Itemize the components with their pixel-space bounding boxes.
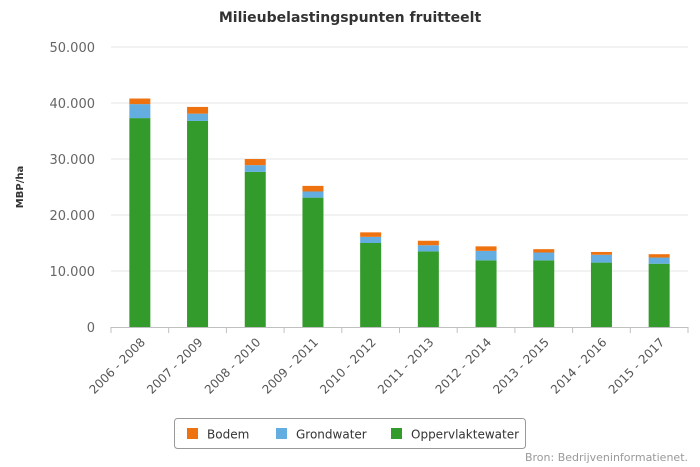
- legend-swatch: [391, 428, 402, 439]
- legend-label: Grondwater: [296, 428, 367, 442]
- bar-bodem[interactable]: [590, 251, 612, 255]
- bar-stack[interactable]: [590, 251, 612, 327]
- bar-bodem[interactable]: [417, 240, 439, 246]
- y-tick-label: 0: [87, 321, 95, 336]
- plot-area: [129, 98, 670, 328]
- y-tick-label: 20.000: [50, 209, 96, 224]
- x-tick-label: 2011 - 2013: [375, 335, 437, 397]
- legend-item-oppervlaktewater[interactable]: Oppervlaktewater: [391, 428, 519, 442]
- bar-bodem[interactable]: [475, 246, 497, 251]
- bar-oppervlaktewater[interactable]: [187, 120, 209, 327]
- bar-bodem[interactable]: [244, 159, 266, 166]
- bar-grondwater[interactable]: [360, 236, 382, 243]
- bar-stack[interactable]: [129, 98, 151, 328]
- bar-stack[interactable]: [302, 185, 324, 327]
- bar-stack[interactable]: [417, 240, 439, 327]
- legend-label: Oppervlaktewater: [411, 428, 519, 442]
- bar-stack[interactable]: [244, 159, 266, 327]
- bar-oppervlaktewater[interactable]: [590, 262, 612, 327]
- bar-bodem[interactable]: [360, 232, 382, 237]
- bar-oppervlaktewater[interactable]: [244, 171, 266, 327]
- bar-bodem[interactable]: [187, 106, 209, 114]
- y-tick-label: 10.000: [50, 265, 96, 280]
- bar-stack[interactable]: [187, 106, 209, 327]
- bar-oppervlaktewater[interactable]: [475, 260, 497, 327]
- y-axis-label: MBP/ha: [15, 166, 26, 208]
- x-tick-label: 2009 - 2011: [260, 335, 322, 397]
- chart-title: Milieubelastingspunten fruitteelt: [219, 10, 482, 26]
- bar-grondwater[interactable]: [302, 191, 324, 198]
- bar-grondwater[interactable]: [648, 257, 670, 264]
- bar-bodem[interactable]: [648, 254, 670, 258]
- y-axis: 0 10.000 20.000 30.000 40.000 50.000: [50, 41, 96, 336]
- bar-grondwater[interactable]: [187, 113, 209, 121]
- bar-grondwater[interactable]: [417, 245, 439, 252]
- legend-swatch: [187, 428, 198, 439]
- x-tick-label: 2013 - 2015: [490, 335, 552, 397]
- y-tick-label: 50.000: [50, 41, 96, 56]
- legend-label: Bodem: [207, 428, 249, 442]
- legend-swatch: [276, 428, 287, 439]
- x-tick-label: 2008 - 2010: [202, 335, 264, 397]
- bar-stack[interactable]: [648, 254, 670, 327]
- bar-oppervlaktewater[interactable]: [648, 263, 670, 327]
- legend-box: [174, 418, 526, 449]
- bar-bodem[interactable]: [533, 249, 555, 253]
- bar-stack[interactable]: [475, 246, 497, 327]
- bar-grondwater[interactable]: [129, 104, 151, 119]
- bar-stack[interactable]: [360, 232, 382, 327]
- source-note: Bron: Bedrijveninformatienet.: [525, 451, 688, 464]
- x-tick-label: 2006 - 2008: [86, 335, 148, 397]
- x-tick-label: 2015 - 2017: [606, 335, 668, 397]
- bar-grondwater[interactable]: [244, 165, 266, 172]
- legend[interactable]: Bodem Grondwater Oppervlaktewater: [174, 418, 526, 449]
- y-tick-label: 40.000: [50, 97, 96, 112]
- bar-oppervlaktewater[interactable]: [129, 118, 151, 328]
- bar-oppervlaktewater[interactable]: [417, 251, 439, 327]
- bar-grondwater[interactable]: [590, 254, 612, 263]
- x-tick-label: 2010 - 2012: [317, 335, 379, 397]
- legend-item-bodem[interactable]: Bodem: [187, 428, 249, 442]
- bar-grondwater[interactable]: [475, 250, 497, 261]
- y-tick-label: 30.000: [50, 153, 96, 168]
- x-tick-label: 2007 - 2009: [144, 335, 206, 397]
- bar-oppervlaktewater[interactable]: [360, 243, 382, 327]
- bar-bodem[interactable]: [302, 185, 324, 192]
- bar-oppervlaktewater[interactable]: [302, 197, 324, 327]
- x-tick-label: 2014 - 2016: [548, 335, 610, 397]
- bar-grondwater[interactable]: [533, 252, 555, 261]
- bar-bodem[interactable]: [129, 98, 151, 105]
- bar-oppervlaktewater[interactable]: [533, 260, 555, 327]
- legend-item-grondwater[interactable]: Grondwater: [276, 428, 367, 442]
- x-tick-label: 2012 - 2014: [433, 335, 495, 397]
- bar-stack[interactable]: [533, 249, 555, 327]
